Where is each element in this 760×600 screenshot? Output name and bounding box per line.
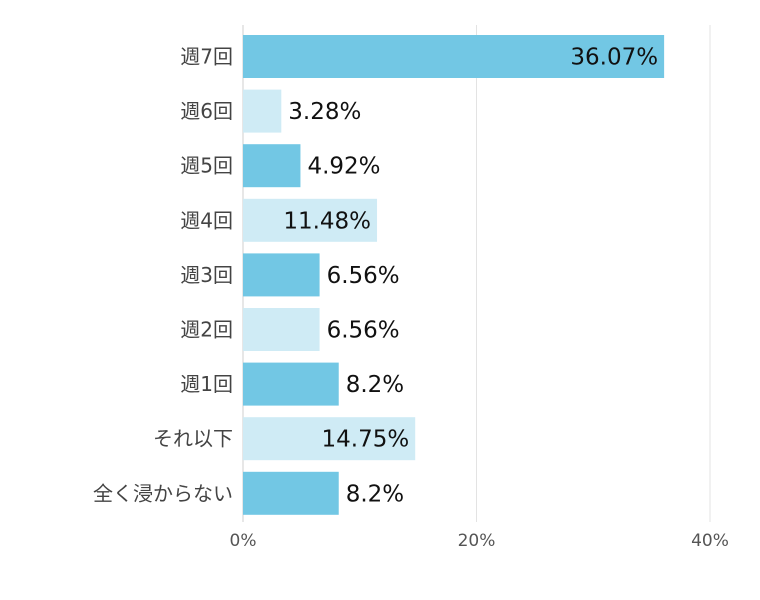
category-label: 週4回 — [180, 208, 233, 232]
x-tick-label: 40% — [691, 531, 729, 551]
category-label: 週3回 — [180, 263, 233, 287]
category-label: 週6回 — [180, 99, 233, 123]
bar — [243, 417, 416, 461]
category-label: 週5回 — [180, 154, 233, 178]
bar — [243, 362, 339, 406]
bar — [243, 35, 665, 78]
data-label: 6.56% — [327, 263, 400, 289]
x-axis-ticks: 0% 20% 40% — [230, 531, 729, 551]
data-labels: 36.07% 3.28% 4.92% 11.48% 6.56% 6.56% 8.2% 14.7… — [283, 45, 658, 508]
x-tick-label: 20% — [458, 531, 496, 551]
bar — [243, 253, 320, 297]
bars — [243, 35, 665, 515]
bar — [243, 471, 339, 515]
data-label: 3.28% — [288, 99, 361, 125]
category-label: 週7回 — [180, 45, 233, 69]
data-label: 8.2% — [346, 481, 404, 507]
category-label: 週1回 — [180, 372, 233, 396]
data-label: 6.56% — [327, 318, 400, 344]
bar — [243, 89, 282, 133]
x-tick-label: 0% — [230, 531, 257, 551]
category-label: 週2回 — [180, 318, 233, 342]
data-label: 8.2% — [346, 372, 404, 398]
bar — [243, 198, 378, 242]
bar — [243, 308, 320, 351]
data-label: 4.92% — [307, 154, 380, 180]
data-label: 11.48% — [283, 208, 371, 234]
data-label: 14.75% — [322, 427, 410, 453]
data-label: 36.07% — [570, 45, 658, 71]
category-label: 全く浸からない — [93, 481, 233, 505]
bar — [243, 144, 301, 188]
category-label: それ以下 — [153, 427, 233, 451]
